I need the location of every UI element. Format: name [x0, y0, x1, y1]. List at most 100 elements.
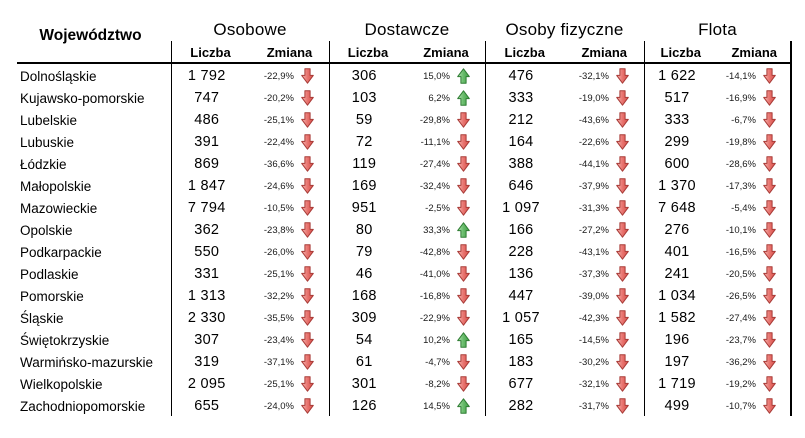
trend-down-icon	[457, 310, 470, 326]
trend-down-icon	[457, 354, 470, 370]
change-value: -37,3%	[578, 268, 609, 280]
change-value: -42,8%	[419, 246, 450, 258]
trend-down-icon	[457, 200, 470, 216]
table-body: Dolnośląskie 1 792 -22,9% 306 15,0% 476 …	[10, 65, 791, 417]
change-value: -4,7%	[425, 356, 450, 368]
region-name: Warmińsko-mazurskie	[20, 354, 154, 370]
region-name: Zachodniopomorskie	[20, 398, 146, 414]
trend-up-icon	[457, 398, 470, 414]
column-divider	[643, 41, 645, 416]
trend-down-icon	[763, 222, 776, 238]
change-cell: -16,5%	[710, 241, 791, 263]
trend-down-icon	[763, 90, 776, 106]
trend-down-icon	[616, 222, 629, 238]
group-cell: 136 -37,3%	[485, 263, 644, 285]
group-title: Dostawcze	[364, 20, 450, 39]
trend-down-icon	[301, 332, 314, 348]
change-cell: -5,4%	[710, 197, 791, 219]
count-value: 476	[508, 68, 534, 84]
count-value: 499	[664, 398, 690, 414]
trend-up-icon	[457, 332, 470, 348]
region-name: Pomorskie	[20, 288, 84, 304]
trend-down-icon	[457, 354, 470, 370]
count-value: 228	[508, 244, 534, 260]
change-value: -42,3%	[578, 312, 609, 324]
count-value: 306	[351, 68, 377, 84]
group-cell: 1 313 -32,2%	[171, 285, 329, 307]
change-cell: -6,7%	[710, 109, 791, 131]
group-cell: 869 -36,6%	[171, 153, 329, 175]
trend-down-icon	[301, 178, 314, 194]
table-row: Dolnośląskie 1 792 -22,9% 306 15,0% 476 …	[10, 65, 791, 87]
trend-down-icon	[616, 266, 629, 282]
change-cell: -43,1%	[557, 241, 644, 263]
group-cell: 2 330 -35,5%	[171, 307, 329, 329]
trend-down-icon	[616, 354, 629, 370]
change-value: -26,0%	[263, 246, 294, 258]
change-cell: -16,8%	[400, 285, 486, 307]
count-value: 119	[352, 156, 377, 172]
change-cell: -14,1%	[710, 65, 791, 87]
trend-down-icon	[763, 112, 776, 128]
trend-down-icon	[616, 178, 629, 194]
change-cell: -32,4%	[400, 175, 486, 197]
count-value: 164	[508, 134, 534, 150]
group-cell: 655 -24,0%	[171, 395, 329, 417]
change-cell: -31,3%	[557, 197, 644, 219]
group-cell: 80 33,3%	[329, 219, 485, 241]
change-cell: -30,2%	[557, 351, 644, 373]
trend-down-icon	[301, 156, 314, 172]
trend-down-icon	[457, 156, 470, 172]
count-value: 212	[508, 112, 534, 128]
change-value: -19,8%	[725, 136, 756, 148]
change-cell: -39,0%	[557, 285, 644, 307]
change-value: -32,1%	[578, 378, 609, 390]
change-value: -16,9%	[725, 92, 756, 104]
count-value: 166	[508, 222, 534, 238]
group-cell: 401 -16,5%	[644, 241, 791, 263]
change-value: 15,0%	[423, 70, 450, 82]
count-value: 196	[664, 332, 690, 348]
trend-down-icon	[616, 266, 629, 282]
column-divider	[170, 41, 172, 416]
trend-down-icon	[301, 354, 314, 370]
change-value: -30,2%	[578, 356, 609, 368]
group-cell: 282 -31,7%	[485, 395, 644, 417]
change-cell: -20,2%	[243, 87, 330, 109]
group-cell: 307 -23,4%	[171, 329, 329, 351]
group-cell: 391 -22,4%	[171, 131, 329, 153]
trend-down-icon	[301, 90, 314, 106]
trend-down-icon	[616, 288, 629, 304]
count-value: 79	[355, 244, 373, 260]
table-row: Podlaskie 331 -25,1% 46 -41,0% 136 -37,3…	[10, 263, 791, 285]
change-cell: -37,9%	[557, 175, 644, 197]
trend-down-icon	[301, 200, 314, 216]
column-divider	[790, 41, 792, 416]
count-value: 401	[664, 244, 690, 260]
group-cell: 331 -25,1%	[171, 263, 329, 285]
change-cell: -28,6%	[710, 153, 791, 175]
column-divider	[484, 41, 486, 416]
trend-down-icon	[616, 288, 629, 304]
trend-down-icon	[763, 354, 776, 370]
trend-down-icon	[763, 398, 776, 414]
table-header: Województwo Osobowe Liczba Zmiana Dostaw…	[10, 0, 791, 62]
trend-down-icon	[301, 398, 314, 414]
trend-down-icon	[301, 266, 314, 282]
trend-down-icon	[301, 376, 314, 392]
trend-down-icon	[301, 376, 314, 392]
trend-down-icon	[616, 68, 629, 84]
trend-down-icon	[616, 354, 629, 370]
change-cell: -22,9%	[243, 65, 330, 87]
trend-down-icon	[616, 244, 629, 260]
change-value: 14,5%	[423, 400, 450, 412]
trend-down-icon	[763, 68, 776, 84]
count-value: 1 719	[658, 376, 696, 392]
trend-down-icon	[763, 112, 776, 128]
trend-down-icon	[301, 112, 314, 128]
group-cell: 241 -20,5%	[644, 263, 791, 285]
count-value: 2 330	[187, 310, 226, 326]
trend-down-icon	[763, 266, 776, 282]
table-row: Podkarpackie 550 -26,0% 79 -42,8% 228 -4…	[10, 241, 791, 263]
trend-down-icon	[616, 244, 629, 260]
